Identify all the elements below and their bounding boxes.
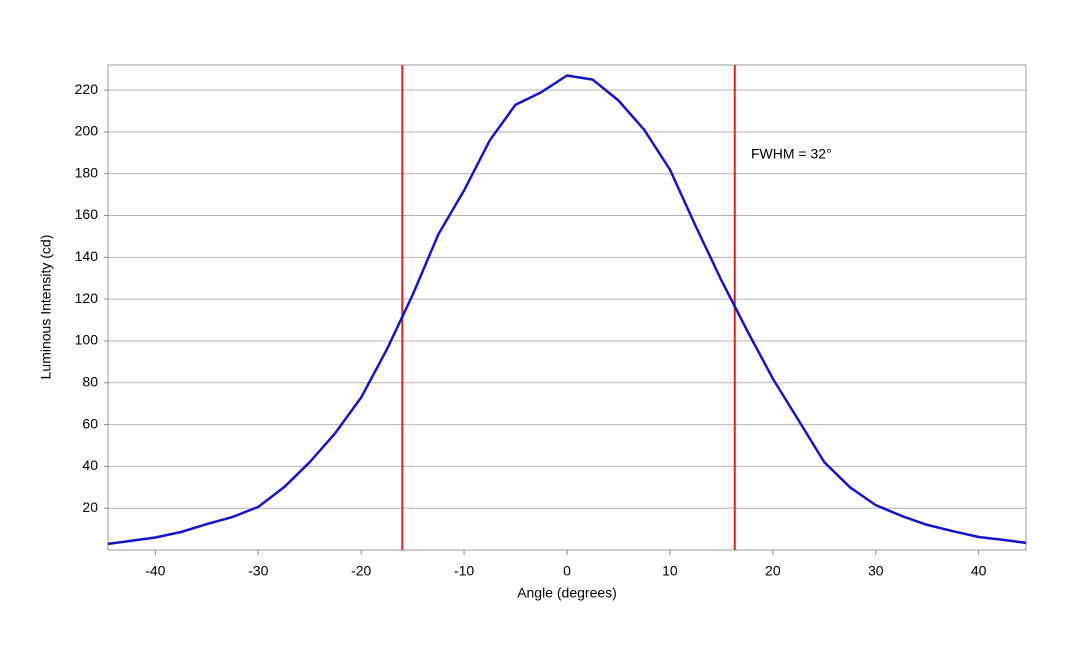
x-tick-label: 30	[868, 563, 884, 579]
x-tick-label: -10	[454, 563, 474, 579]
y-tick-label: 220	[75, 81, 99, 97]
y-tick-label: 40	[82, 457, 98, 473]
y-tick-label: 140	[75, 248, 99, 264]
x-tick-label: 10	[662, 563, 678, 579]
y-tick-label: 120	[75, 290, 99, 306]
x-tick-label: -30	[248, 563, 268, 579]
curve	[107, 74, 1027, 546]
x-tick-label: 0	[563, 563, 571, 579]
y-tick-label: 80	[82, 373, 98, 389]
x-axis-label: Angle (degrees)	[517, 585, 617, 601]
x-tick-label: 40	[971, 563, 987, 579]
y-tick-label: 100	[75, 332, 99, 348]
x-tick-label: -20	[351, 563, 371, 579]
y-tick-label: 200	[75, 123, 99, 139]
x-tick-label: -40	[145, 563, 165, 579]
y-tick-label: 160	[75, 206, 99, 222]
plot-frame	[107, 64, 1027, 551]
x-tick-label: 20	[765, 563, 781, 579]
y-axis-label: Luminous Intensity (cd)	[38, 235, 54, 380]
y-tick-label: 180	[75, 164, 99, 180]
y-tick-label: 60	[82, 415, 98, 431]
y-tick-label: 20	[82, 499, 98, 515]
annotation: FWHM = 32°	[751, 146, 832, 162]
